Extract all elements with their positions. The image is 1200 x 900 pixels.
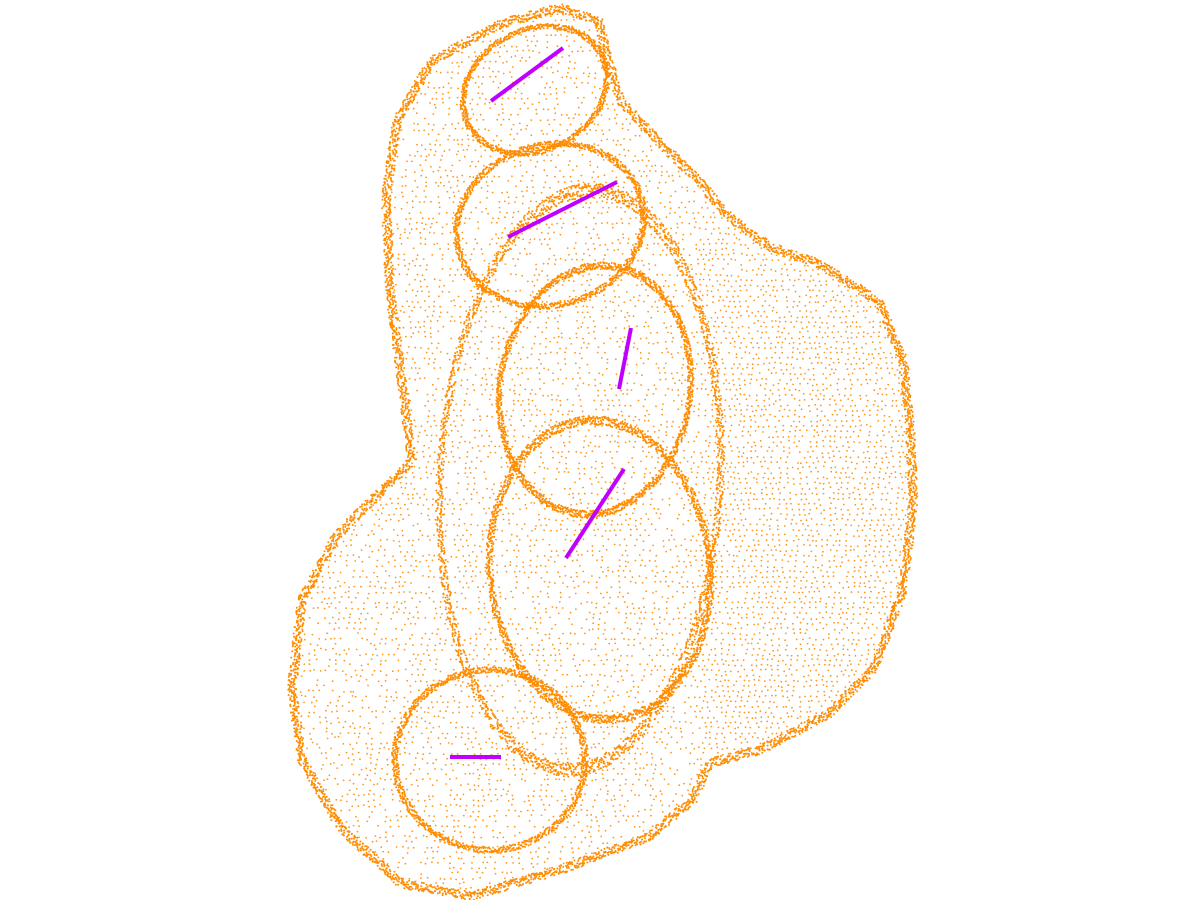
segment-line: [617, 327, 633, 390]
segment-line: [489, 46, 565, 103]
segment-line: [564, 467, 626, 560]
segment-line: [507, 180, 618, 239]
segment-overlays: [450, 46, 633, 759]
point-cloud: [287, 3, 919, 900]
